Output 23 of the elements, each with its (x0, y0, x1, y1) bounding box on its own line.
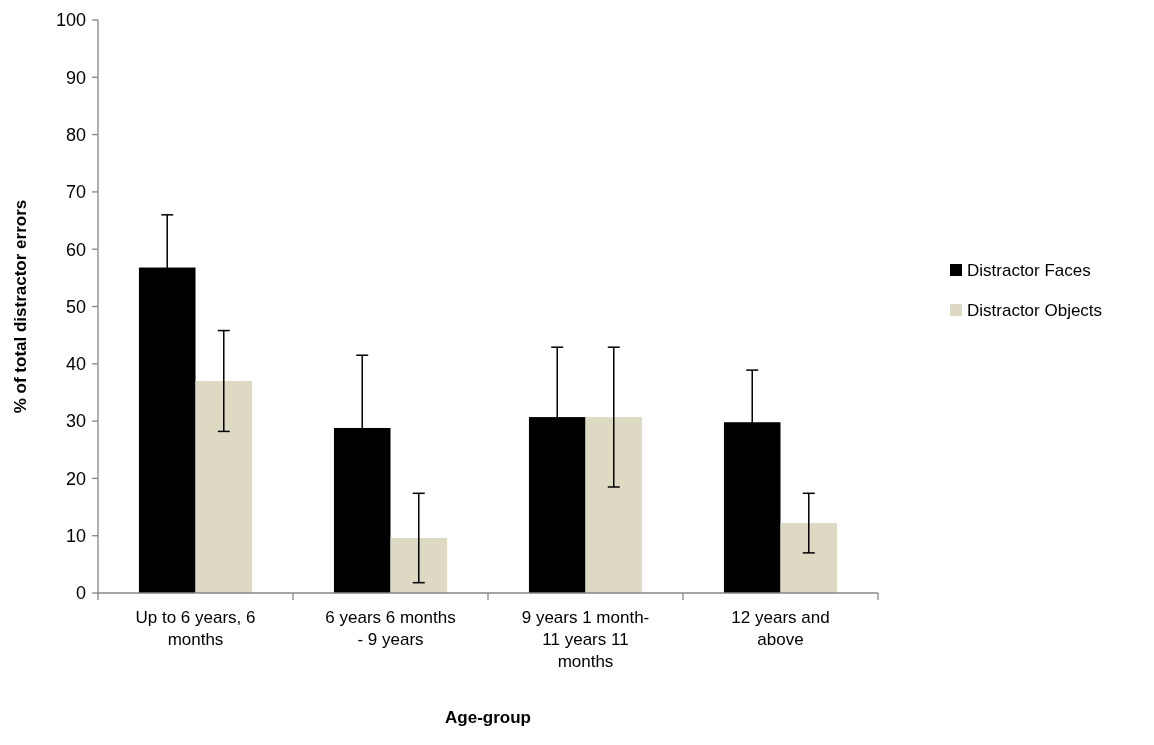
x-tick-label: 6 years 6 months - 9 years (325, 608, 456, 649)
y-tick-label: 30 (65, 411, 86, 432)
y-tick-label: 10 (65, 526, 86, 546)
y-tick-label: 90 (65, 67, 86, 88)
legend-label: Distractor Objects (967, 300, 1103, 320)
y-axis-title: % of total distractor errors (11, 199, 30, 414)
x-tick-label: 12 years and above (731, 608, 830, 649)
legend-label: Distractor Faces (967, 260, 1091, 280)
bar (585, 417, 643, 593)
y-tick-label: 40 (65, 354, 86, 375)
y-tick-label: 50 (65, 296, 86, 317)
x-tick-label: Up to 6 years, 6 months (135, 608, 256, 649)
x-axis-title: Age-group (445, 708, 531, 727)
y-tick-label: 20 (65, 468, 86, 489)
bar (390, 537, 448, 593)
y-tick-label: 100 (55, 10, 86, 31)
bar (195, 380, 253, 593)
y-tick-label: 60 (65, 239, 86, 260)
y-tick-label: 70 (65, 182, 86, 203)
y-tick-label: 0 (75, 583, 86, 604)
x-tick-label: 9 years 1 month-11 years 11 months (521, 608, 650, 671)
y-tick-label: 80 (65, 124, 86, 145)
bar (780, 523, 838, 593)
